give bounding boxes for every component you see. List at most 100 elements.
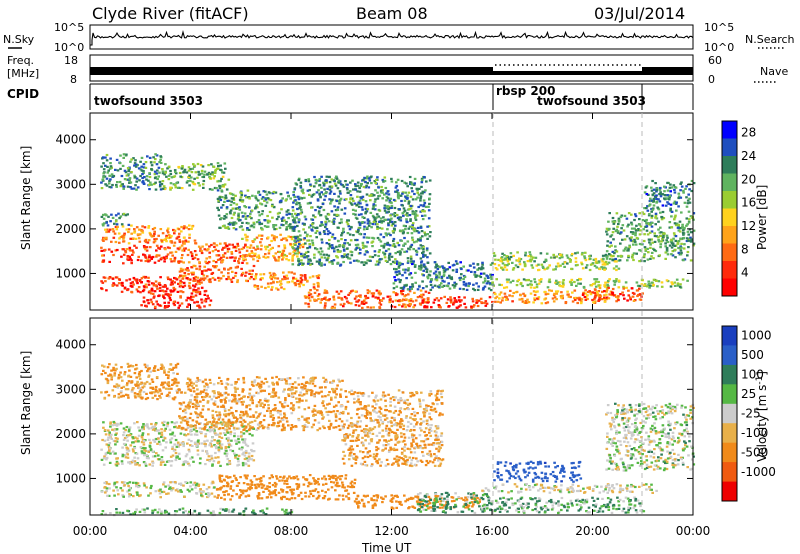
data-pixel (144, 464, 148, 467)
data-pixel (611, 231, 615, 234)
data-pixel (138, 233, 142, 236)
data-pixel (486, 275, 490, 278)
data-pixel (350, 302, 353, 305)
data-pixel (358, 186, 361, 190)
data-pixel (142, 296, 146, 299)
data-pixel (354, 185, 357, 188)
data-pixel (112, 420, 116, 424)
data-pixel (353, 482, 356, 485)
data-pixel (648, 231, 652, 234)
data-pixel (311, 193, 315, 197)
data-pixel (220, 496, 223, 499)
data-pixel (668, 196, 671, 199)
data-pixel (322, 193, 325, 196)
data-pixel (384, 259, 388, 262)
data-pixel (372, 292, 376, 295)
data-pixel (606, 240, 610, 243)
data-pixel (171, 283, 174, 286)
data-pixel (377, 254, 380, 258)
data-pixel (612, 238, 615, 241)
data-pixel (397, 299, 400, 302)
data-pixel (400, 290, 403, 293)
data-pixel (110, 437, 113, 440)
data-pixel (160, 240, 164, 243)
data-pixel (389, 201, 392, 204)
data-pixel (143, 226, 147, 229)
data-pixel (137, 434, 141, 437)
data-pixel (152, 284, 156, 287)
data-pixel (264, 256, 267, 259)
data-pixel (152, 282, 155, 285)
data-pixel (227, 227, 231, 230)
data-pixel (205, 275, 209, 278)
data-pixel (363, 245, 367, 248)
data-pixel (690, 238, 693, 241)
data-pixel (153, 226, 157, 230)
data-pixel (406, 185, 409, 188)
data-pixel (158, 304, 161, 307)
data-pixel (322, 483, 325, 486)
data-pixel (323, 475, 326, 478)
data-pixel (231, 197, 235, 200)
data-pixel (223, 162, 227, 165)
data-pixel (245, 457, 248, 460)
data-pixel (178, 482, 181, 485)
data-pixel (257, 219, 261, 222)
data-pixel (155, 300, 158, 303)
data-pixel (415, 187, 419, 190)
data-pixel (283, 482, 286, 485)
data-pixel (514, 264, 518, 267)
data-pixel (193, 177, 196, 180)
data-pixel (680, 211, 683, 214)
data-pixel (402, 231, 405, 234)
data-pixel (576, 297, 579, 300)
data-pixel (241, 237, 244, 240)
data-pixel (578, 298, 581, 301)
data-pixel (646, 209, 650, 212)
data-pixel (183, 495, 186, 498)
data-pixel (163, 260, 166, 263)
data-pixel (145, 486, 148, 489)
data-pixel (626, 225, 629, 228)
data-pixel (296, 279, 299, 282)
data-pixel (340, 234, 343, 237)
data-pixel (220, 189, 223, 192)
data-pixel (117, 423, 120, 426)
data-pixel (346, 183, 349, 186)
data-pixel (527, 255, 530, 258)
data-pixel (609, 254, 612, 257)
data-pixel (109, 452, 112, 455)
data-pixel (158, 185, 162, 188)
data-pixel (679, 283, 682, 286)
data-pixel (331, 233, 335, 236)
data-pixel (388, 218, 392, 222)
data-pixel (298, 262, 302, 265)
data-pixel (561, 297, 564, 300)
data-pixel (430, 306, 433, 309)
data-pixel (303, 253, 306, 256)
data-pixel (437, 304, 441, 307)
data-pixel (351, 208, 355, 211)
data-pixel (347, 301, 351, 305)
data-pixel (423, 201, 427, 205)
data-pixel (248, 272, 251, 275)
data-pixel (322, 181, 325, 184)
data-pixel (229, 256, 232, 259)
cpid-panel: CPID twofsound 3503 rbsp 200 twofsound 3… (7, 83, 694, 110)
data-pixel (292, 243, 296, 246)
data-pixel (353, 478, 357, 481)
data-pixel (402, 286, 406, 289)
data-pixel (420, 296, 424, 299)
data-pixel (157, 429, 160, 432)
data-pixel (179, 421, 183, 424)
data-pixel (109, 422, 112, 425)
data-pixel (421, 235, 424, 238)
data-pixel (421, 190, 425, 193)
data-pixel (440, 282, 443, 285)
data-pixel (671, 283, 674, 286)
data-pixel (561, 285, 565, 288)
data-pixel (237, 261, 241, 265)
data-pixel (220, 422, 224, 425)
data-pixel (471, 300, 475, 303)
data-pixel (170, 433, 174, 436)
